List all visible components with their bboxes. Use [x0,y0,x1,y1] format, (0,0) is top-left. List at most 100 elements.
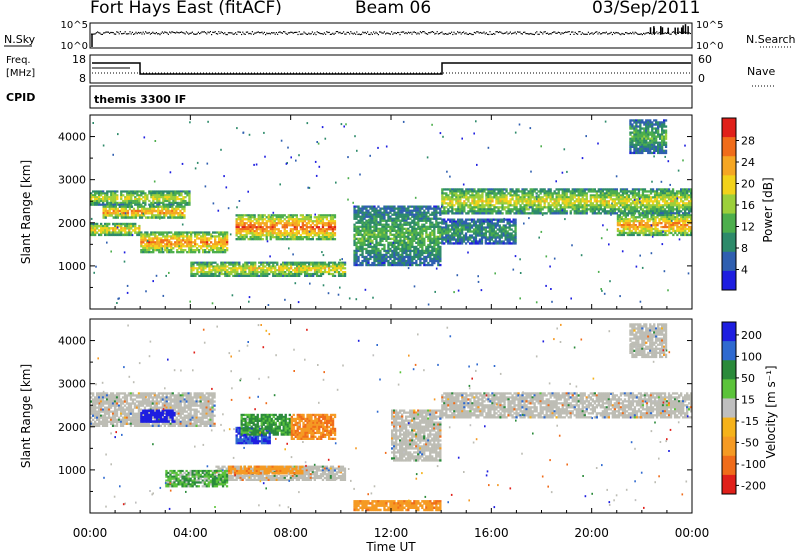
nsky-point [196,33,198,35]
nsky-point [149,33,151,35]
nsky-point [119,31,121,33]
nsky-point [128,33,130,35]
nsky-point [316,31,318,33]
colorbar-segment [722,341,736,361]
colorbar-tick-label: 4 [741,264,748,277]
nsky-panel-frame [89,22,693,49]
nsky-point [595,31,597,33]
echo-band-5 [190,261,347,277]
nsky-point [497,31,499,34]
nsky-point [305,33,307,35]
nsky-point [608,33,610,35]
nsky-point [500,31,502,33]
nsky-series [91,24,691,47]
nsky-point [140,31,142,34]
nsky-point [399,34,401,36]
nsky-point [239,31,241,33]
nsky-point [391,31,393,33]
nsky-point [112,32,114,34]
nsky-point [410,31,412,33]
nsky-point [653,33,655,35]
y-tick-label: 3000 [58,174,86,187]
velocity-y-ticks: 4000 3000 2000 1000 [58,335,692,492]
colorbar-segment [722,251,736,272]
y-tick-label: 1000 [58,260,86,273]
x-axis-ticks: 00:00 04:00 08:00 12:00 16:00 20:00 00:00 [73,115,710,540]
nsky-point [257,31,259,33]
echo-band-2 [90,222,141,237]
nsky-point [103,32,105,34]
nsky-point [555,32,557,34]
nsky-point [637,33,639,35]
nsky-point [166,32,168,34]
nsky-point [485,32,487,34]
nsky-point [437,33,439,35]
nsky-point [158,33,160,35]
nsky-point [105,31,107,33]
nsky-point [566,31,568,33]
nsky-point [273,32,275,34]
nsky-point [161,31,163,33]
nsky-point [428,32,430,34]
nsky-point [232,33,234,35]
nsky-point [193,33,195,35]
nsky-point [195,33,197,35]
nsky-point [333,33,335,35]
nsky-point [326,31,328,33]
nsky-point [638,33,640,35]
nsky-point [488,33,490,36]
nsky-point [478,32,480,34]
nsky-point [375,31,377,33]
nsky-point [148,31,150,34]
nsky-point [433,31,435,33]
nsky-point [643,32,645,34]
nsky-point [134,33,136,35]
nsky-point [679,31,681,33]
nsky-point [487,33,489,35]
velocity-colorbar-label: Velocity [m s⁻¹] [764,365,778,458]
nsky-point [592,33,594,35]
echo-band-0 [90,190,191,206]
nsky-point [604,32,606,34]
nsky-point [425,33,427,35]
nave-label: Nave [747,65,775,78]
nsky-point [176,31,178,33]
nsky-tick-bottom: 10^0 [61,41,88,52]
nsky-point [182,32,184,34]
nsky-point [476,31,478,33]
nsky-point [263,31,265,33]
nsky-point [167,33,169,35]
nsky-point [683,31,685,33]
nsky-point [197,31,199,33]
nsky-point [309,33,311,35]
echo-band-9 [616,214,693,237]
nsky-point [615,31,617,34]
x-tick-label: 00:00 [675,526,710,540]
cpid-label: CPID [6,91,35,104]
nsky-point [545,32,547,35]
nsky-point [122,33,124,35]
nsky-point [353,32,355,34]
nsky-point [513,32,515,34]
nave-tick-bottom: 0 [698,72,705,85]
nsky-point [554,31,556,33]
nsky-point [671,31,673,33]
nsky-point [583,33,585,35]
colorbar-segment [722,436,736,457]
colorbar-tick-label: 200 [741,329,762,342]
nsky-point [302,33,304,35]
nsky-point [661,33,663,35]
nsky-point [483,31,485,33]
echo-band-8 [441,392,693,419]
nsky-point [142,31,144,33]
nsky-point [621,32,623,35]
nsky-point [578,31,580,33]
nsky-point [413,31,415,33]
station-title: Fort Hays East (fitACF) [90,0,282,18]
nsky-point [644,33,646,35]
colorbar-segment [722,379,736,399]
echo-band-7 [228,465,304,475]
echo-band-11 [629,323,668,359]
nsky-point [129,31,131,33]
nsky-point [518,31,520,33]
